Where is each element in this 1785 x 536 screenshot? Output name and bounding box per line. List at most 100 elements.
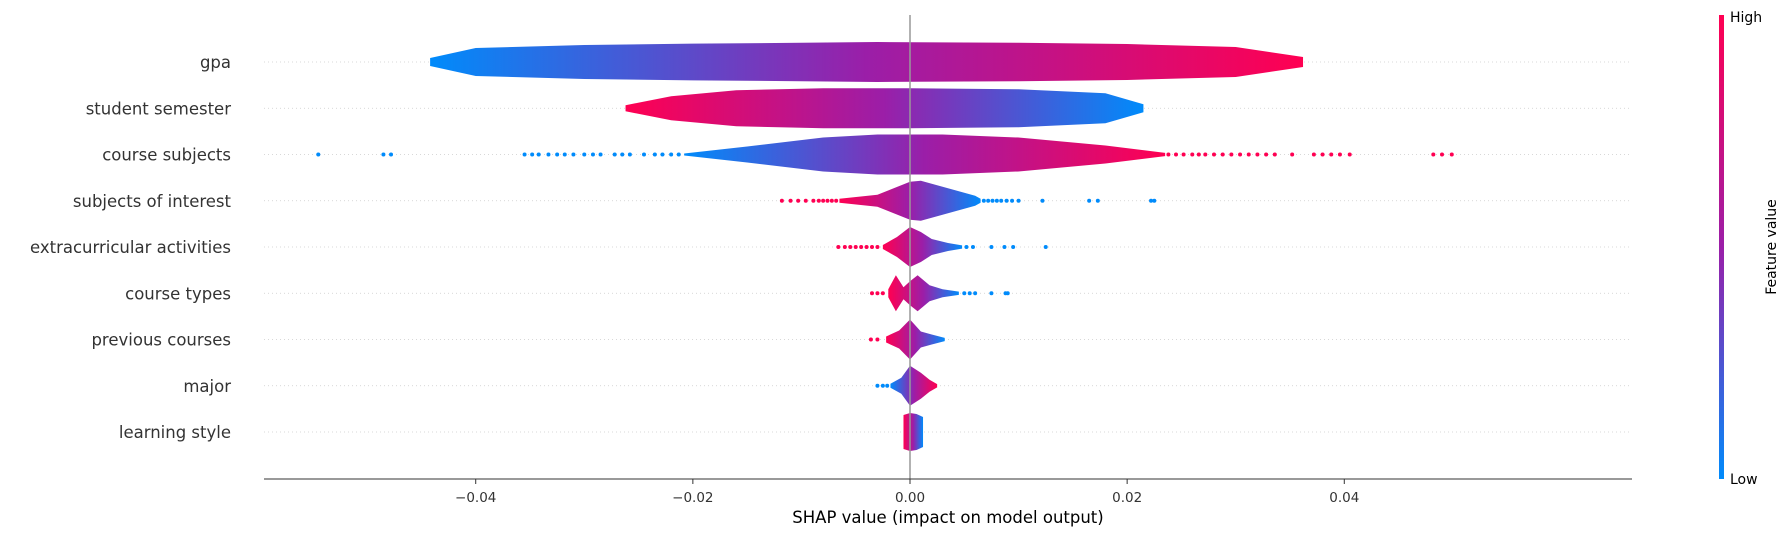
outlier-dot (811, 198, 816, 203)
outlier-dot (994, 198, 999, 203)
violin (882, 227, 963, 267)
outlier-dot (620, 152, 625, 157)
x-tick-label: 0.04 (1329, 490, 1359, 506)
outlier-dot (875, 337, 880, 342)
outlier-dot (1040, 198, 1045, 203)
x-axis-title: SHAP value (impact on model output) (792, 508, 1103, 527)
outlier-dot (1440, 152, 1444, 157)
colorbar: High Low Feature value (1719, 10, 1780, 488)
outlier-dot (1152, 198, 1157, 203)
outlier-dots (316, 152, 1454, 388)
violin (684, 134, 1166, 175)
outlier-dot (669, 152, 674, 157)
outlier-dot (1212, 152, 1216, 157)
outlier-dot (788, 198, 793, 203)
outlier-dot (652, 152, 657, 157)
outlier-dot (1095, 198, 1100, 203)
outlier-dot (1196, 152, 1201, 157)
feature-label: gpa (200, 53, 231, 72)
violin (890, 365, 938, 406)
outlier-dot (842, 245, 847, 249)
outlier-dot (590, 152, 595, 157)
violin (430, 42, 1304, 82)
x-tick-label: 0.02 (1112, 490, 1142, 506)
outlier-dot (555, 152, 560, 157)
outlier-dot (1166, 152, 1171, 157)
feature-label: learning style (119, 423, 231, 442)
outlier-dot (612, 152, 617, 157)
outlier-dot (1005, 291, 1010, 296)
outlier-dot (536, 152, 541, 157)
outlier-dot (981, 198, 986, 203)
outlier-dot (962, 291, 967, 296)
outlier-dot (1174, 152, 1178, 157)
outlier-dot (627, 152, 632, 157)
outlier-dot (803, 198, 808, 203)
outlier-dot (848, 245, 853, 249)
outlier-dot (1238, 152, 1243, 157)
violin (886, 319, 945, 360)
outlier-dot (1431, 152, 1436, 157)
feature-label: major (183, 377, 231, 396)
outlier-dot (870, 245, 874, 249)
violin (903, 413, 924, 451)
outlier-dot (571, 152, 576, 157)
outlier-dot (990, 198, 995, 203)
outlier-dot (1011, 245, 1016, 249)
outlier-dot (522, 152, 527, 157)
outlier-dot (875, 383, 880, 388)
outlier-dot (562, 152, 567, 157)
outlier-dot (864, 245, 869, 249)
outlier-dot (1320, 152, 1325, 157)
outlier-dot (1246, 152, 1251, 157)
outlier-dot (1311, 152, 1316, 157)
outlier-dot (1329, 152, 1334, 157)
outlier-dot (964, 245, 969, 249)
outlier-dot (1347, 152, 1352, 157)
outlier-dot (836, 245, 841, 249)
x-axis: −0.04 −0.02 0.00 0.02 0.04 (264, 478, 1632, 506)
outlier-dot (1004, 198, 1009, 203)
outlier-dot (816, 198, 821, 203)
outlier-dot (1449, 152, 1454, 157)
outlier-dot (1229, 152, 1234, 157)
outlier-dot (1087, 198, 1092, 203)
outlier-dot (1255, 152, 1260, 157)
feature-label: subjects of interest (73, 192, 232, 211)
outlier-dot (1043, 245, 1048, 249)
outlier-dot (967, 291, 972, 296)
feature-label: course subjects (102, 146, 231, 165)
outlier-dot (859, 245, 864, 249)
outlier-dot (1337, 152, 1342, 157)
outlier-dot (870, 291, 874, 296)
outlier-dot (999, 198, 1004, 203)
outlier-dot (970, 245, 975, 249)
violin (625, 88, 1144, 129)
feature-label: student semester (86, 99, 232, 118)
outlier-dot (821, 198, 826, 203)
colorbar-gradient (1719, 15, 1724, 479)
outlier-dot (1181, 152, 1186, 157)
outlier-dot (989, 291, 994, 296)
outlier-dot (868, 337, 873, 342)
outlier-dot (676, 152, 681, 157)
outlier-dot (875, 291, 880, 296)
outlier-dot (834, 198, 839, 203)
feature-label: previous courses (91, 331, 231, 350)
outlier-dot (1002, 245, 1007, 249)
x-tick-label: −0.04 (455, 490, 496, 506)
outlier-dot (1190, 152, 1195, 157)
outlier-dot (582, 152, 587, 157)
outlier-dot (1149, 198, 1154, 203)
outlier-dot (1264, 152, 1269, 157)
violin (888, 275, 959, 312)
outlier-dot (885, 383, 890, 388)
outlier-dot (880, 383, 885, 388)
outlier-dot (1272, 152, 1277, 157)
outlier-dot (660, 152, 665, 157)
feature-label: course types (125, 284, 231, 303)
outlier-dot (1290, 152, 1295, 157)
colorbar-title: Feature value (1764, 199, 1780, 295)
outlier-dot (986, 198, 991, 203)
